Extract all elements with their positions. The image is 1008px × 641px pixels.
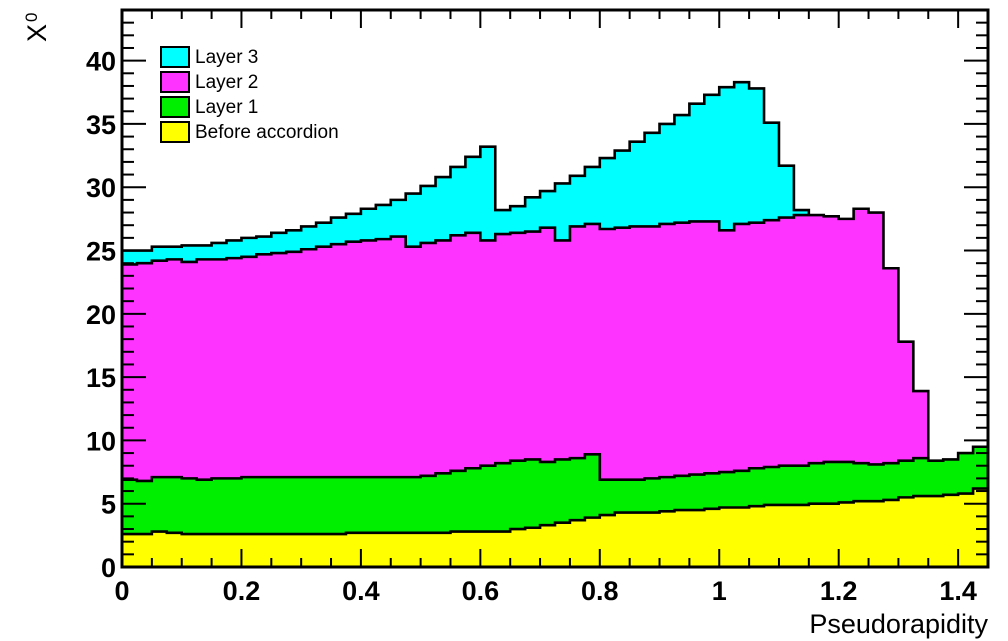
axis-ticks xyxy=(121,9,989,568)
legend-label: Layer 3 xyxy=(195,47,258,68)
x-axis-title: Pseudorapidity xyxy=(809,609,988,639)
x-tick-label: 1.2 xyxy=(820,576,858,606)
y-tick-label: 40 xyxy=(86,47,116,77)
outline-layer-2 xyxy=(120,207,930,567)
x-tick-label: 0.2 xyxy=(223,576,261,606)
legend-swatch xyxy=(160,121,190,143)
outline-layer-1 xyxy=(120,445,990,567)
legend: Layer 3 Layer 2 Layer 1 Before accordion xyxy=(160,46,339,143)
x-tick-label: 0.8 xyxy=(581,576,619,606)
y-tick-labels: 0 5 10 15 20 25 30 35 40 xyxy=(86,47,116,583)
y-tick-label: 30 xyxy=(86,173,116,203)
legend-label: Layer 2 xyxy=(195,72,258,93)
x-tick-labels: 0 0.2 0.4 0.6 0.8 1 1.2 1.4 xyxy=(114,576,976,606)
x-tick-label: 1.4 xyxy=(939,576,977,606)
y-tick-label: 0 xyxy=(101,553,116,583)
y-tick-label: 5 xyxy=(101,490,116,520)
y-tick-label: 10 xyxy=(86,426,116,456)
legend-swatch xyxy=(160,96,190,118)
x-tick-label: 0.4 xyxy=(342,576,380,606)
y-tick-label: 15 xyxy=(86,363,116,393)
outline-before-accordion xyxy=(120,487,990,567)
y-tick-label: 25 xyxy=(86,237,116,267)
y-axis-title-main: X xyxy=(22,24,52,42)
x-tick-label: 0 xyxy=(114,576,129,606)
y-axis-title-subscript: 0 xyxy=(22,13,41,22)
y-axis-title: X 0 xyxy=(22,13,52,42)
x-tick-label: 0.6 xyxy=(462,576,500,606)
legend-swatch xyxy=(160,46,190,68)
legend-label: Layer 1 xyxy=(195,97,258,118)
x-tick-label: 1 xyxy=(712,576,727,606)
plot-areas xyxy=(120,80,990,568)
legend-swatch xyxy=(160,71,190,93)
outline-layer-3 xyxy=(120,80,855,567)
legend-label: Before accordion xyxy=(195,122,339,143)
y-tick-label: 20 xyxy=(86,300,116,330)
area-before-accordion xyxy=(122,488,988,567)
y-tick-label: 35 xyxy=(86,110,116,140)
